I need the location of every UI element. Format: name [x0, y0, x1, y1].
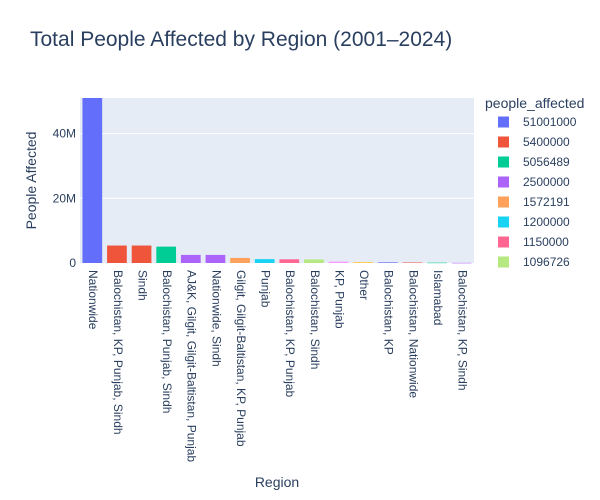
y-tick-label: 40M [53, 127, 76, 141]
bar [82, 98, 103, 263]
x-tick-label: Punjab [259, 270, 273, 308]
x-tick-label: Balochistan, KP, Sindh [456, 270, 470, 391]
x-tick-label: KP, Punjab [332, 270, 346, 329]
legend-label: 2500000 [523, 175, 570, 189]
bar [205, 254, 226, 263]
legend-swatch [498, 156, 509, 168]
y-axis-ticks: 0 20M 40M [53, 127, 77, 270]
x-axis-ticks: Nationwide Balochistan, KP, Punjab, Sindh… [86, 270, 469, 462]
legend-swatch [498, 176, 509, 188]
x-tick-label: Other [357, 270, 371, 300]
x-tick-label: AJ&K, Gilgit, Gilgit-Baltistan, Punjab [185, 270, 199, 462]
plot-background [80, 98, 474, 263]
legend-title: people_affected [485, 95, 584, 111]
x-tick-label: Balochistan, KP, Punjab [283, 270, 297, 398]
bar [304, 259, 324, 263]
legend-label: 5056489 [523, 155, 570, 169]
bar [254, 259, 275, 263]
bar [402, 262, 423, 264]
legend-swatch [498, 216, 509, 228]
x-tick-label: Nationwide [86, 270, 100, 330]
x-tick-label: Islamabad [431, 270, 445, 325]
bars [82, 98, 472, 264]
chart-title: Total People Affected by Region (2001–20… [30, 28, 452, 51]
grid-lines [80, 133, 474, 199]
legend-label: 1150000 [523, 235, 569, 249]
legend-label: 1572191 [523, 195, 570, 209]
x-tick-label: Sindh [135, 270, 149, 301]
legend: people_affected 51001000 5400000 5056489 25… [485, 95, 584, 269]
x-tick-label: Balochistan, KP [382, 270, 396, 355]
legend-swatch [498, 116, 509, 128]
legend-swatch [498, 196, 509, 208]
x-tick-label: Balochistan, Punjab, Sindh [160, 270, 174, 413]
x-tick-label: Balochistan, Nationwide [406, 270, 420, 398]
bar [107, 245, 127, 263]
bar [279, 259, 300, 263]
bar [353, 262, 374, 263]
bar [328, 261, 349, 263]
legend-swatch [498, 256, 509, 268]
x-tick-label: Nationwide, Sindh [209, 270, 223, 367]
bar [451, 262, 472, 264]
bar [156, 246, 177, 263]
y-tick-label: 20M [53, 191, 76, 205]
x-tick-label: Balochistan, KP, Punjab, Sindh [111, 270, 125, 435]
legend-label: 51001000 [523, 115, 577, 129]
legend-label: 5400000 [523, 135, 570, 149]
bar [230, 257, 250, 263]
y-axis-title: People Affected [23, 132, 39, 230]
legend-label: 1200000 [523, 215, 570, 229]
bar [427, 262, 447, 264]
legend-swatch [498, 136, 509, 148]
x-tick-label: Balochistan, Sindh [308, 270, 322, 369]
x-tick-label: Gilgit, Gilgit-Baltistan, KP, Punjab [234, 270, 248, 447]
x-axis-title: Region [255, 474, 299, 490]
legend-label: 1096726 [523, 255, 570, 269]
bar [180, 254, 201, 263]
legend-swatch [498, 236, 509, 248]
bar [131, 245, 152, 263]
y-tick-label: 0 [69, 256, 76, 270]
bar [377, 262, 398, 263]
